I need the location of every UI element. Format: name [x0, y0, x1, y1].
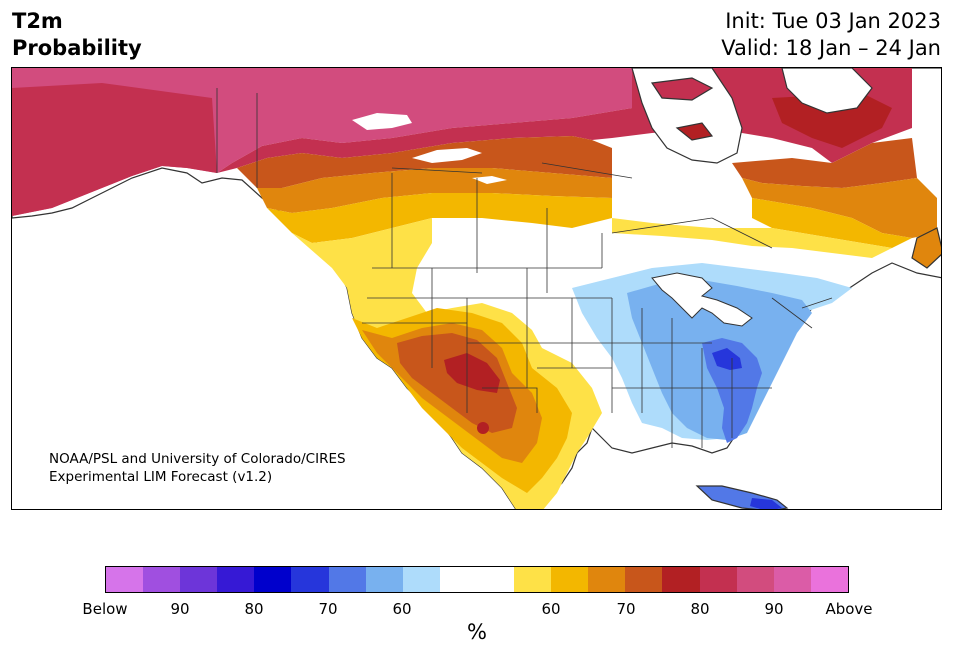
valid-date: Valid: 18 Jan – 24 Jan [721, 36, 941, 60]
colorbar-segment [106, 567, 144, 592]
credit-text: NOAA/PSL and University of Colorado/CIRE… [49, 450, 346, 486]
region-above-65-labrador [732, 138, 917, 188]
colorbar-tick-label: 70 [318, 600, 338, 618]
title-product: Probability [12, 36, 142, 60]
colorbar-segment [328, 567, 366, 592]
colorbar [105, 566, 849, 593]
region-below-70-cuba [750, 498, 782, 509]
probability-map [11, 67, 942, 510]
colorbar-tick-label: 90 [764, 600, 784, 618]
colorbar-segment [625, 567, 663, 592]
colorbar-segment [588, 567, 626, 592]
map-canvas [12, 68, 941, 509]
credit-line-1: NOAA/PSL and University of Colorado/CIRE… [49, 451, 346, 467]
region-above-70-east-canada [772, 93, 892, 148]
arctic-island-2 [675, 122, 714, 141]
arctic-islands [650, 68, 941, 509]
colorbar-segment [143, 567, 181, 592]
above-normal-regions [12, 68, 937, 509]
colorbar-segment [291, 567, 329, 592]
region-above-55-band [267, 193, 612, 243]
lake-athabasca [472, 176, 507, 184]
colorbar-tick-label: Below [82, 600, 128, 618]
colorbar-segment [514, 567, 552, 592]
init-date: Init: Tue 03 Jan 2023 [725, 9, 941, 33]
map-title: T2m Probability [12, 8, 142, 62]
colorbar-segment [180, 567, 218, 592]
baffin-island [781, 68, 873, 114]
region-above-60-east [742, 178, 937, 238]
great-lakes [651, 272, 753, 327]
forecast-dates: Init: Tue 03 Jan 2023 Valid: 18 Jan – 24… [721, 8, 941, 62]
newfoundland [911, 227, 941, 269]
region-below-70-east [712, 348, 742, 370]
colorbar-segment [365, 567, 403, 592]
colorbar-segment [699, 567, 737, 592]
political-borders [216, 88, 833, 448]
region-above-65-band [237, 136, 612, 188]
region-above-70-southwest [444, 353, 500, 393]
colorbar-tick-label: Above [825, 600, 873, 618]
colorbar-tick-label: 80 [690, 600, 710, 618]
credit-line-2: Experimental LIM Forecast (v1.2) [49, 469, 273, 485]
colorbar-tick-label: 90 [170, 600, 190, 618]
colorbar-segment [439, 567, 477, 592]
region-above-80-north [12, 83, 217, 216]
great-slave-lake [352, 113, 412, 130]
arctic-island-1 [650, 77, 714, 101]
title-variable: T2m [12, 9, 63, 33]
region-above-80-canada [217, 68, 912, 173]
colorbar-segment [662, 567, 700, 592]
colorbar-segment [810, 567, 848, 592]
colorbar-segment [254, 567, 292, 592]
colorbar-segment [476, 567, 515, 592]
colorbar-segment [402, 567, 440, 592]
colorbar-segment [217, 567, 255, 592]
colorbar-segment [551, 567, 589, 592]
colorbar-tick-label: 60 [392, 600, 412, 618]
colorbar-segment [736, 567, 774, 592]
cuba-outline [695, 485, 789, 509]
region-above-55-east [752, 198, 912, 248]
colorbar-tick-label: 70 [616, 600, 636, 618]
region-above-70-mexico [477, 422, 489, 434]
colorbar-segment [773, 567, 811, 592]
colorbar-unit: % [467, 620, 487, 644]
region-above-60-band [257, 168, 612, 213]
colorbar-tick-label: 80 [244, 600, 264, 618]
great-bear-lake [412, 148, 482, 163]
colorbar-tick-label: 60 [541, 600, 561, 618]
